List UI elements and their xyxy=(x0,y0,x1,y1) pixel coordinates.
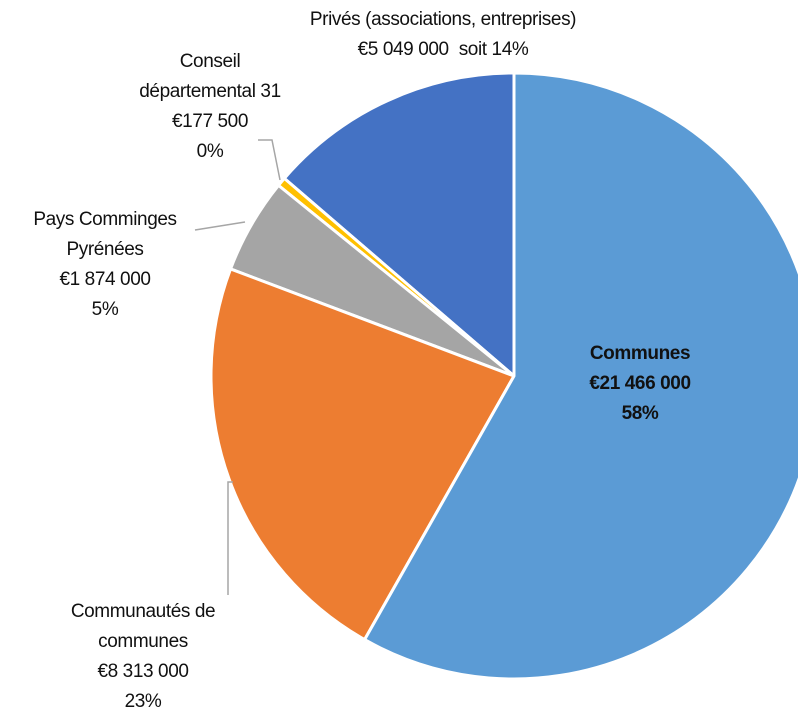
category-name: Pays Comminges Pyrénées xyxy=(33,209,177,260)
leader-line xyxy=(227,481,233,595)
percent-label: soit 14% xyxy=(458,39,529,60)
percent-label: 23% xyxy=(124,691,162,712)
leader-line xyxy=(258,139,281,181)
category-name: Conseil départemental 31 xyxy=(139,51,281,102)
slice-label: Communautés de communes €8 313 000 23% xyxy=(43,597,243,717)
slice-label: Conseil départemental 31 €177 500 0% xyxy=(120,47,300,167)
category-name: Communautés de communes xyxy=(70,601,216,652)
pie-slice xyxy=(209,267,516,642)
value-label: €1 874 000 xyxy=(59,269,151,290)
leader-line xyxy=(194,221,246,231)
value-label: €21 466 000 xyxy=(589,373,691,394)
percent-label: 58% xyxy=(621,403,659,424)
slice-label: Privés (associations, entreprises) €5 049… xyxy=(263,5,623,65)
value-label: €177 500 xyxy=(171,111,249,132)
slice-label: Communes €21 466 000 58% xyxy=(540,339,740,429)
category-name: Privés (associations, entreprises) xyxy=(309,9,577,30)
pie-slice xyxy=(282,71,516,378)
pie-slice xyxy=(363,71,798,681)
slice-label: Pays Comminges Pyrénées €1 874 000 5% xyxy=(5,205,205,325)
percent-label: 0% xyxy=(196,141,224,162)
category-name: Communes xyxy=(589,343,691,364)
percent-label: 5% xyxy=(91,299,119,320)
value-label: €5 049 000 xyxy=(357,39,449,60)
value-label: €8 313 000 xyxy=(97,661,189,682)
